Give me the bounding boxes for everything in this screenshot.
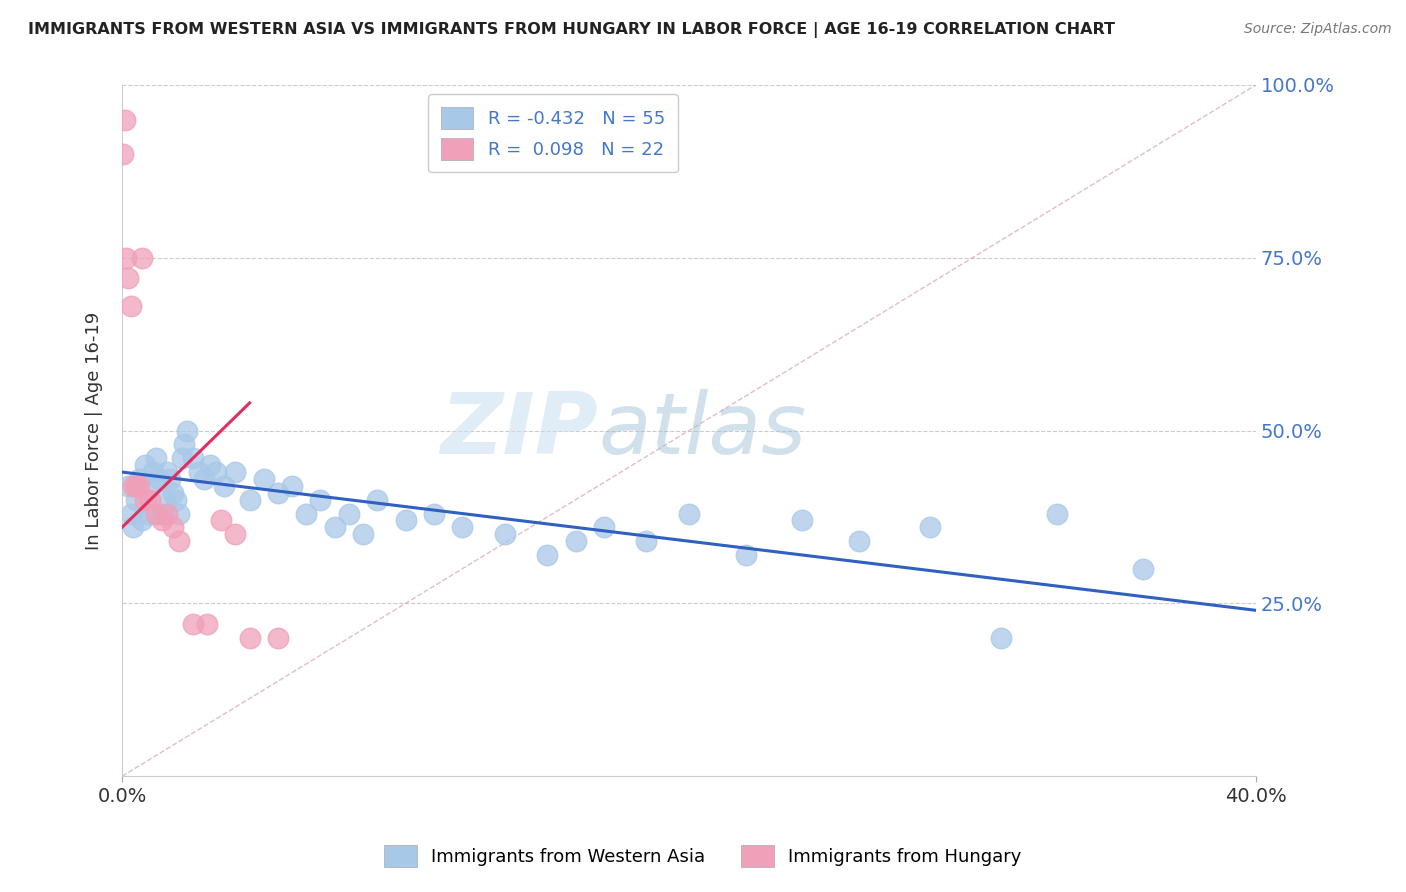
Point	[224, 465, 246, 479]
Point	[193, 472, 215, 486]
Point	[156, 465, 179, 479]
Point	[112, 147, 135, 161]
Point	[451, 520, 474, 534]
Legend: R = -0.432   N = 55, R =  0.098   N = 22: R = -0.432 N = 55, R = 0.098 N = 22	[429, 94, 678, 172]
Point	[423, 507, 446, 521]
Point	[128, 479, 150, 493]
Point	[122, 520, 145, 534]
Point	[564, 534, 586, 549]
Point	[792, 513, 814, 527]
Point	[139, 492, 162, 507]
Point	[239, 631, 262, 645]
Point	[114, 112, 136, 127]
Point	[145, 451, 167, 466]
Point	[1132, 562, 1154, 576]
Legend: Immigrants from Western Asia, Immigrants from Hungary: Immigrants from Western Asia, Immigrants…	[377, 838, 1029, 874]
Point	[162, 485, 184, 500]
Point	[204, 465, 226, 479]
Point	[309, 492, 332, 507]
Point	[366, 492, 388, 507]
Point	[352, 527, 374, 541]
Point	[678, 507, 700, 521]
Point	[148, 472, 170, 486]
Point	[990, 631, 1012, 645]
Point	[848, 534, 870, 549]
Point	[212, 479, 235, 493]
Point	[139, 479, 162, 493]
Text: IMMIGRANTS FROM WESTERN ASIA VS IMMIGRANTS FROM HUNGARY IN LABOR FORCE | AGE 16-: IMMIGRANTS FROM WESTERN ASIA VS IMMIGRAN…	[28, 22, 1115, 38]
Point	[209, 513, 232, 527]
Text: atlas: atlas	[599, 389, 806, 472]
Point	[136, 507, 159, 521]
Point	[150, 513, 173, 527]
Text: ZIP: ZIP	[440, 389, 599, 472]
Point	[150, 507, 173, 521]
Point	[142, 465, 165, 479]
Point	[195, 617, 218, 632]
Point	[120, 299, 142, 313]
Point	[125, 479, 148, 493]
Y-axis label: In Labor Force | Age 16-19: In Labor Force | Age 16-19	[86, 311, 103, 549]
Point	[156, 507, 179, 521]
Point	[323, 520, 346, 534]
Point	[122, 479, 145, 493]
Point	[167, 534, 190, 549]
Point	[593, 520, 616, 534]
Point	[165, 492, 187, 507]
Point	[734, 548, 756, 562]
Text: Source: ZipAtlas.com: Source: ZipAtlas.com	[1244, 22, 1392, 37]
Point	[153, 492, 176, 507]
Point	[267, 485, 290, 500]
Point	[253, 472, 276, 486]
Point	[117, 271, 139, 285]
Point	[198, 458, 221, 472]
Point	[281, 479, 304, 493]
Point	[120, 507, 142, 521]
Point	[131, 251, 153, 265]
Point	[176, 424, 198, 438]
Point	[267, 631, 290, 645]
Point	[494, 527, 516, 541]
Point	[117, 479, 139, 493]
Point	[173, 437, 195, 451]
Point	[1046, 507, 1069, 521]
Point	[239, 492, 262, 507]
Point	[134, 458, 156, 472]
Point	[167, 507, 190, 521]
Point	[295, 507, 318, 521]
Point	[170, 451, 193, 466]
Point	[128, 472, 150, 486]
Point	[187, 465, 209, 479]
Point	[636, 534, 658, 549]
Point	[159, 472, 181, 486]
Point	[125, 492, 148, 507]
Point	[918, 520, 941, 534]
Point	[224, 527, 246, 541]
Point	[181, 617, 204, 632]
Point	[394, 513, 416, 527]
Point	[145, 507, 167, 521]
Point	[131, 513, 153, 527]
Point	[536, 548, 558, 562]
Point	[115, 251, 138, 265]
Point	[162, 520, 184, 534]
Point	[337, 507, 360, 521]
Point	[181, 451, 204, 466]
Point	[134, 492, 156, 507]
